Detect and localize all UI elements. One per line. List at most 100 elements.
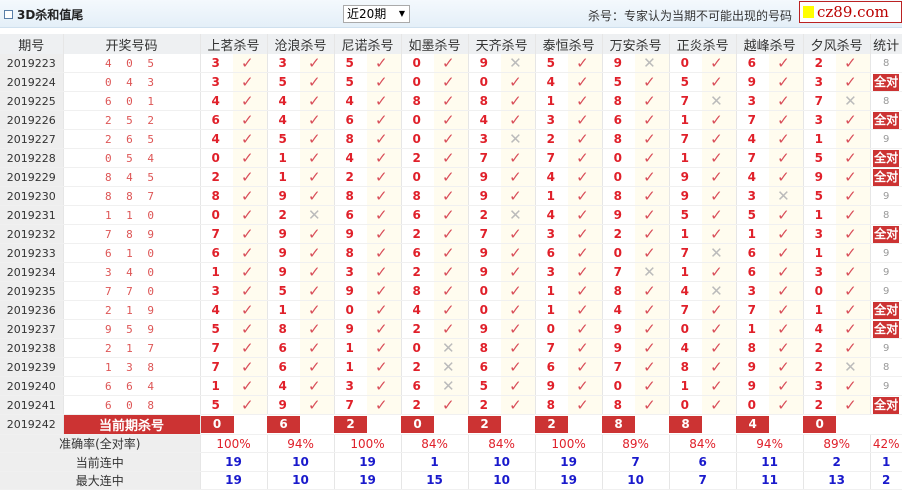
max-streak-value: 19 (334, 471, 402, 490)
check-icon: ✓ (367, 395, 402, 415)
kill-number: 0 (803, 281, 837, 301)
stat-cell: 9 (870, 243, 902, 263)
table-row: 2019226 2 5 2 6 ✓ 4 ✓ 6 ✓ 0 ✓ 4 ✓ 3 ✓ 6 ✓ 1 ✓ 7 ✓ 3 ✓ 全对 (0, 110, 902, 130)
kill-number: 0 (401, 338, 435, 358)
stat-cell: 8 (870, 357, 902, 377)
check-icon: ✓ (702, 338, 737, 358)
draw-number-cell: 2 1 9 (63, 300, 201, 320)
current-kill-number: 6 (267, 416, 301, 433)
check-icon: ✓ (300, 129, 335, 149)
kill-number: 6 (736, 54, 770, 73)
kill-number: 3 (334, 262, 368, 282)
kill-number: 8 (468, 91, 502, 111)
check-icon: ✓ (300, 376, 335, 396)
check-icon: ✓ (434, 262, 469, 282)
kill-number: 5 (267, 72, 301, 92)
check-icon: ✓ (568, 110, 603, 130)
check-icon: ✓ (367, 300, 402, 320)
period-cell: 2019225 (0, 91, 64, 111)
current-kill-number: 2 (468, 416, 502, 433)
current-kill-cell: 2 (535, 414, 603, 435)
kill-number: 6 (401, 243, 435, 263)
check-icon: ✓ (568, 167, 603, 187)
kill-number: 3 (535, 224, 569, 244)
current-streak-stat: 1 (870, 452, 902, 472)
check-icon: ✓ (702, 54, 737, 73)
draw-number-cell: 6 1 0 (63, 243, 201, 263)
kill-number: 9 (267, 262, 301, 282)
table-row: 2019241 6 0 8 5 ✓ 9 ✓ 7 ✓ 2 ✓ 2 ✓ 8 ✓ 8 ✓ 0 ✓ 0 ✓ 2 ✓ 全对 (0, 395, 902, 415)
check-icon: ✓ (300, 319, 335, 339)
current-kill-cell: 2 (334, 414, 402, 435)
check-icon: ✓ (769, 395, 804, 415)
check-icon: ✓ (501, 167, 536, 187)
kill-number: 9 (602, 319, 636, 339)
kill-number: 2 (401, 357, 435, 377)
check-icon: ✓ (434, 300, 469, 320)
stat-cell: 9 (870, 281, 902, 301)
stat-cell: 9 (870, 262, 902, 282)
kill-number: 0 (669, 54, 703, 73)
kill-number: 0 (401, 167, 435, 187)
kill-number: 8 (267, 319, 301, 339)
accuracy-value: 84% (669, 434, 737, 454)
kill-number: 9 (669, 167, 703, 187)
kill-number: 5 (535, 54, 569, 73)
stat-cell: 9 (870, 338, 902, 358)
kill-number: 7 (669, 300, 703, 320)
stat-cell: 全对 (870, 395, 902, 415)
kill-number: 9 (602, 54, 636, 73)
check-icon: ✓ (635, 72, 670, 92)
check-icon: ✓ (568, 186, 603, 206)
kill-number: 8 (401, 91, 435, 111)
check-icon: ✓ (501, 148, 536, 168)
check-icon: ✓ (501, 300, 536, 320)
max-streak-value: 13 (803, 471, 871, 490)
draw-number-cell: 7 8 9 (63, 224, 201, 244)
kill-number: 8 (669, 357, 703, 377)
check-icon: ✓ (702, 110, 737, 130)
period-range-select[interactable]: 近20期 ▼ (343, 5, 410, 23)
kill-number: 2 (803, 54, 837, 73)
kill-number: 3 (200, 281, 233, 301)
kill-number: 0 (468, 300, 502, 320)
kill-number: 7 (669, 129, 703, 149)
check-icon: ✓ (367, 129, 402, 149)
period-cell: 2019239 (0, 357, 64, 377)
check-icon: ✓ (367, 167, 402, 187)
period-cell: 2019228 (0, 148, 64, 168)
table-row: 2019230 8 8 7 8 ✓ 9 ✓ 8 ✓ 8 ✓ 9 ✓ 1 ✓ 8 ✓ 9 ✓ 3 ✕ 5 ✓ 9 (0, 186, 902, 206)
kill-number: 7 (602, 357, 636, 377)
all-correct-badge: 全对 (873, 73, 900, 91)
check-icon: ✓ (233, 357, 268, 377)
kill-number: 3 (803, 110, 837, 130)
check-icon: ✓ (836, 376, 871, 396)
check-icon: ✓ (568, 243, 603, 263)
kill-number: 8 (334, 243, 368, 263)
stat-cell: 全对 (870, 300, 902, 320)
check-icon: ✓ (836, 224, 871, 244)
check-icon: ✓ (434, 129, 469, 149)
cross-icon: ✕ (635, 262, 670, 282)
check-icon: ✓ (568, 129, 603, 149)
kill-number: 9 (267, 224, 301, 244)
check-icon: ✓ (434, 281, 469, 301)
kill-number: 0 (200, 148, 233, 168)
check-icon: ✓ (635, 357, 670, 377)
page-title: 3D杀和值尾 (4, 6, 83, 23)
check-icon: ✓ (233, 205, 268, 225)
kill-number: 4 (602, 300, 636, 320)
check-icon: ✓ (836, 300, 871, 320)
check-icon: ✓ (501, 338, 536, 358)
check-icon: ✓ (434, 167, 469, 187)
kill-number: 3 (200, 72, 233, 92)
check-icon: ✓ (300, 91, 335, 111)
kill-number: 3 (803, 72, 837, 92)
check-icon: ✓ (836, 243, 871, 263)
current-streak-value: 19 (334, 452, 402, 472)
header-expert: 夕风杀号 (803, 34, 871, 54)
cross-icon: ✕ (702, 91, 737, 111)
kill-number: 1 (535, 186, 569, 206)
kill-number: 2 (803, 338, 837, 358)
table-row: 2019227 2 6 5 4 ✓ 5 ✓ 8 ✓ 0 ✓ 3 ✕ 2 ✓ 8 ✓ 7 ✓ 4 ✓ 1 ✓ 9 (0, 129, 902, 149)
